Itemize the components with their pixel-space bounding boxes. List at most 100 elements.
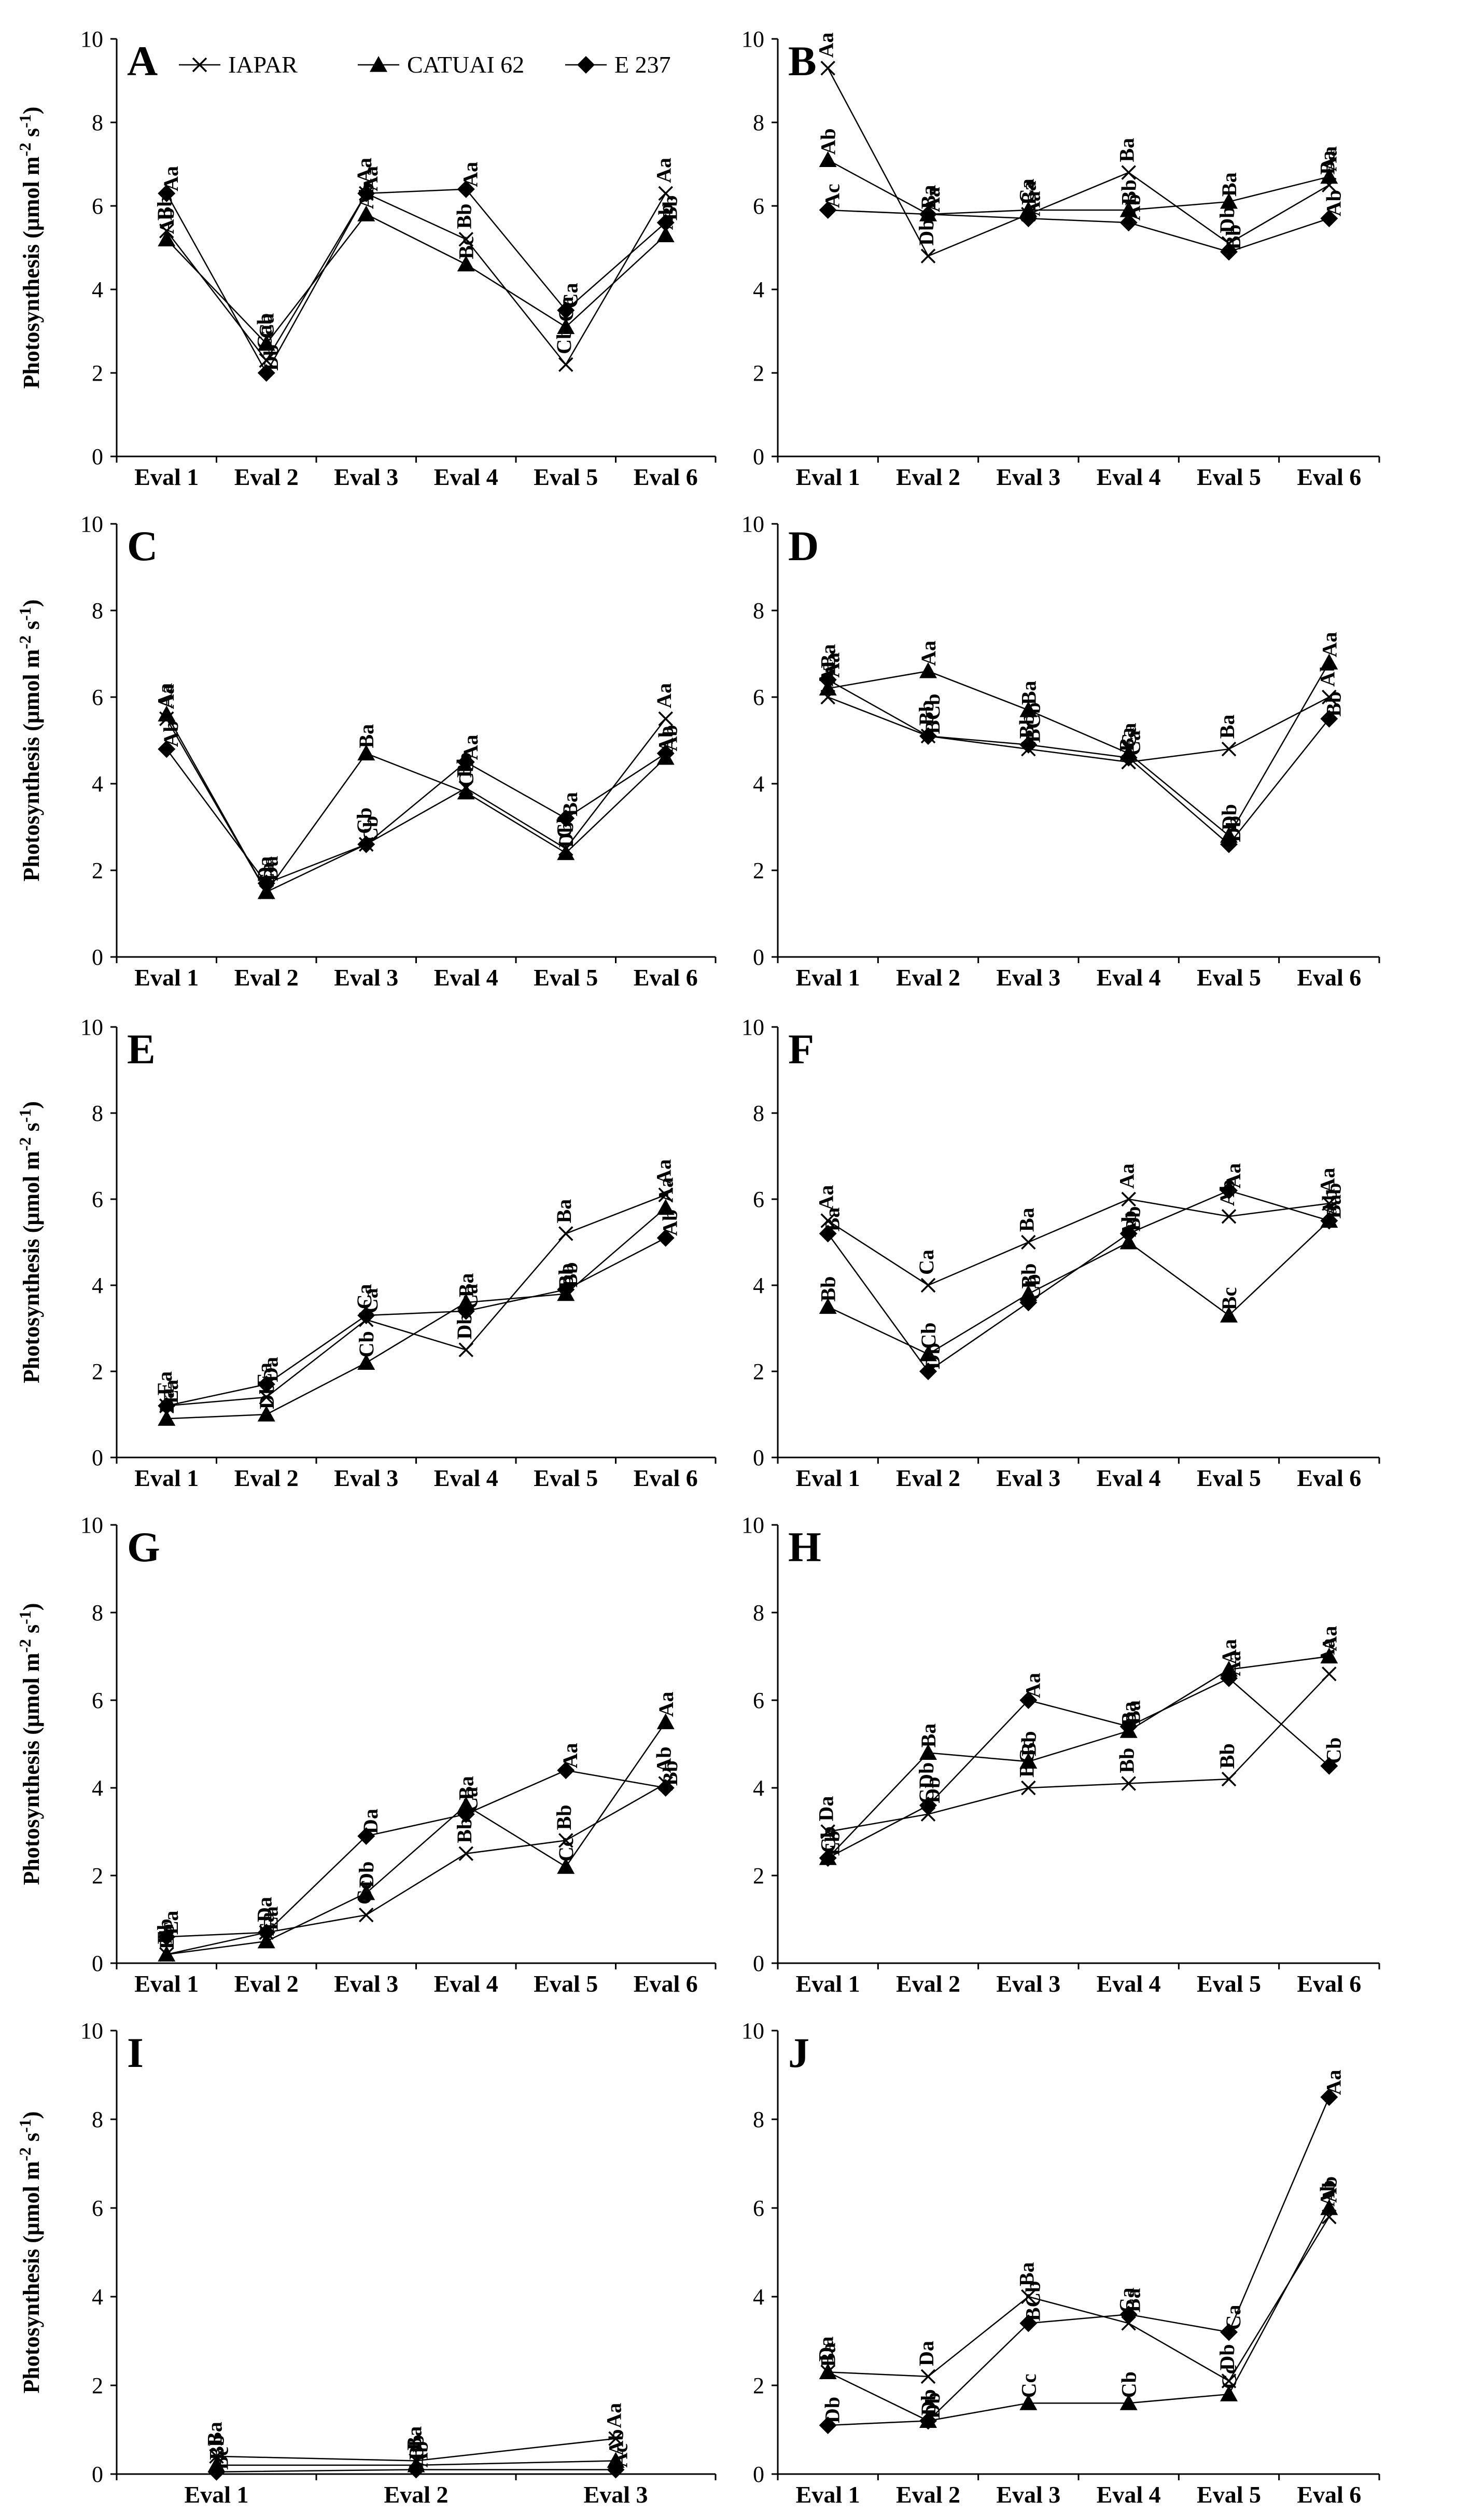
data-label: Cb [1322, 1738, 1345, 1764]
legend-marker [192, 57, 207, 73]
data-label: Aa [1021, 1673, 1044, 1698]
data-label: Ea [259, 1906, 283, 1930]
data-point [557, 1761, 575, 1780]
panel-i: 0 2 4 6 8 10 Eval 1 Eval 2 Eval 3 Photosynthesis … [16, 2018, 717, 2508]
data-label: Aa [652, 683, 676, 709]
data-point [1320, 2199, 1338, 2215]
data-label: Ba [917, 185, 940, 209]
data-point [919, 727, 937, 745]
data-point [1119, 201, 1138, 217]
data-label: Da [253, 1897, 276, 1922]
panel-letter: A [127, 37, 158, 85]
data-point [658, 711, 673, 726]
series-line-0 [827, 1198, 1329, 1286]
data-label: Aa [459, 734, 482, 760]
data-label: Db [1222, 816, 1245, 842]
x-category-label: Eval 1 [796, 1970, 860, 1997]
legend-entry: E 237 [614, 51, 671, 78]
data-point [158, 230, 176, 246]
y-tick-label: 4 [92, 277, 103, 302]
data-point [1220, 243, 1238, 261]
y-tick-label: 2 [92, 1863, 103, 1888]
series-line-2 [828, 1677, 1330, 1859]
data-label: Bb [453, 203, 476, 229]
data-label: Ba [1015, 1207, 1038, 1232]
x-category-label: Eval 5 [534, 1465, 598, 1491]
data-label: Ca [1222, 2305, 1245, 2330]
data-point [658, 1187, 673, 1202]
data-label: Bb [405, 2435, 428, 2460]
y-tick-label: 2 [753, 360, 764, 386]
data-point [1322, 1196, 1337, 1211]
data-point [158, 1410, 176, 1426]
y-tick-label: 10 [741, 1015, 764, 1040]
data-label: Aa [1318, 632, 1341, 657]
series-line-2 [166, 1237, 666, 1407]
data-label: Aa [159, 166, 183, 191]
data-label: Aa [917, 641, 940, 666]
y-tick-label: 8 [753, 1600, 764, 1626]
data-point [607, 2452, 625, 2468]
data-point [1221, 2373, 1237, 2388]
panel-letter: G [127, 1523, 160, 1571]
data-label: Ac [609, 2443, 632, 2468]
legend-marker [577, 56, 595, 74]
data-label: Ca [915, 1249, 938, 1275]
panel-c: 0 2 4 6 8 10 Eval 1 Eval 2 Eval 3 Eval 4 Eval 5 Eva… [16, 511, 717, 991]
data-label: Ba [355, 724, 378, 748]
data-label: Ab [1322, 190, 1345, 216]
panel-letter: F [788, 1025, 814, 1073]
data-label: Ab [409, 2441, 432, 2467]
data-label: Bb [205, 2435, 229, 2460]
data-point [558, 1833, 573, 1848]
data-label: Ba [1115, 138, 1139, 162]
x-category-label: Eval 4 [434, 1970, 498, 1997]
data-label: Ca [459, 1284, 482, 1309]
panel-letter: E [127, 1025, 156, 1073]
y-tick-label: 10 [80, 2018, 103, 2044]
x-category-label: Eval 5 [1197, 2481, 1261, 2508]
data-label: Cc [1217, 2365, 1241, 2389]
y-tick-label: 0 [92, 1445, 103, 1470]
series-line-1 [828, 159, 1329, 215]
panel-a: 0 2 4 6 8 10 Eval 1 Eval 2 Eval 3 Eval 4 Eval 5 Eva… [16, 26, 717, 490]
data-label: Ba [1122, 1700, 1145, 1725]
data-label: Bb [1222, 225, 1245, 250]
y-tick-label: 4 [753, 2284, 764, 2310]
data-label: Ea [159, 1911, 183, 1935]
data-point [257, 874, 275, 893]
y-tick-label: 4 [92, 2284, 103, 2310]
data-label: Ba [1017, 680, 1040, 705]
data-label: Ba [1122, 2288, 1145, 2313]
data-label: Cb [359, 816, 382, 842]
data-point [158, 705, 176, 721]
x-category-label: Eval 2 [896, 1970, 960, 1997]
y-tick-label: 4 [753, 277, 764, 302]
data-point [557, 1281, 575, 1299]
x-category-label: Eval 2 [896, 2481, 960, 2508]
data-point [656, 1713, 675, 1729]
data-point [656, 1199, 675, 1215]
data-label: Da [259, 856, 283, 881]
data-point [207, 2463, 226, 2481]
data-label: Cb [917, 1323, 940, 1349]
x-category-label: Eval 6 [1297, 464, 1361, 490]
y-tick-label: 8 [92, 598, 103, 623]
x-category-label: Eval 5 [1197, 464, 1261, 490]
data-label: Db [921, 1777, 944, 1803]
x-category-label: Eval 1 [185, 2481, 249, 2508]
data-point [1019, 1294, 1038, 1312]
data-label: Bb [659, 195, 682, 220]
data-point [557, 1858, 575, 1874]
data-point [158, 1946, 176, 1962]
data-point [1220, 2323, 1238, 2341]
data-point [557, 318, 575, 335]
data-label: Ea [153, 1371, 176, 1396]
data-point [1019, 701, 1038, 717]
data-point [1121, 2316, 1136, 2331]
data-point [357, 184, 375, 202]
data-point [457, 1796, 475, 1813]
legend: IAPAR CATUAI 62 E 237 [179, 51, 671, 78]
data-label: Da [259, 1357, 283, 1382]
data-label: CDb [915, 1762, 938, 1804]
